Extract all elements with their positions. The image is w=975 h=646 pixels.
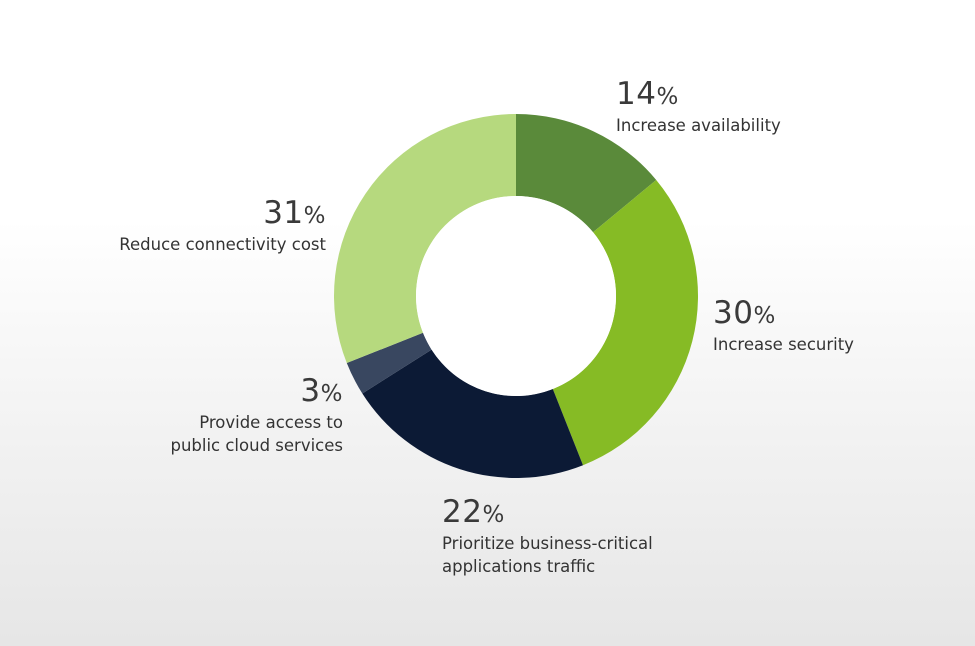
donut-slice-0 [516,114,657,233]
label-text-line-2: applications traffic [442,557,596,576]
pct-prioritize-traffic: 22% [442,495,653,532]
donut-slice-4 [333,114,516,363]
percent-sign: % [320,381,343,407]
label-text-line-1: Provide access to [199,413,343,432]
pct-value: 14 [616,76,657,112]
donut-slice-3 [346,332,432,394]
label-text: Increase availability [616,116,781,135]
label-reduce-cost: 31% Reduce connectivity cost [119,196,326,256]
label-text: Reduce connectivity cost [119,235,326,254]
donut-slice-2 [362,349,583,478]
label-increase-availability: 14% Increase availability [616,77,781,137]
label-text: Increase security [713,335,854,354]
pct-value: 3 [300,373,321,409]
pct-reduce-cost: 31% [119,196,326,233]
label-increase-security: 30% Increase security [713,296,854,356]
percent-sign: % [656,84,679,110]
pct-increase-availability: 14% [616,77,781,114]
label-public-cloud: 3% Provide access to public cloud servic… [170,374,343,457]
label-text-line-1: Prioritize business-critical [442,534,653,553]
pct-value: 30 [713,295,754,331]
percent-sign: % [303,203,326,229]
pct-value: 22 [442,494,483,530]
pct-value: 31 [263,195,304,231]
pct-public-cloud: 3% [170,374,343,411]
label-prioritize-traffic: 22% Prioritize business-critical applica… [442,495,653,578]
percent-sign: % [482,502,505,528]
donut-slice-1 [552,179,699,466]
donut-hole [416,196,616,396]
label-text-line-2: public cloud services [170,436,343,455]
pct-increase-security: 30% [713,296,854,333]
percent-sign: % [753,303,776,329]
